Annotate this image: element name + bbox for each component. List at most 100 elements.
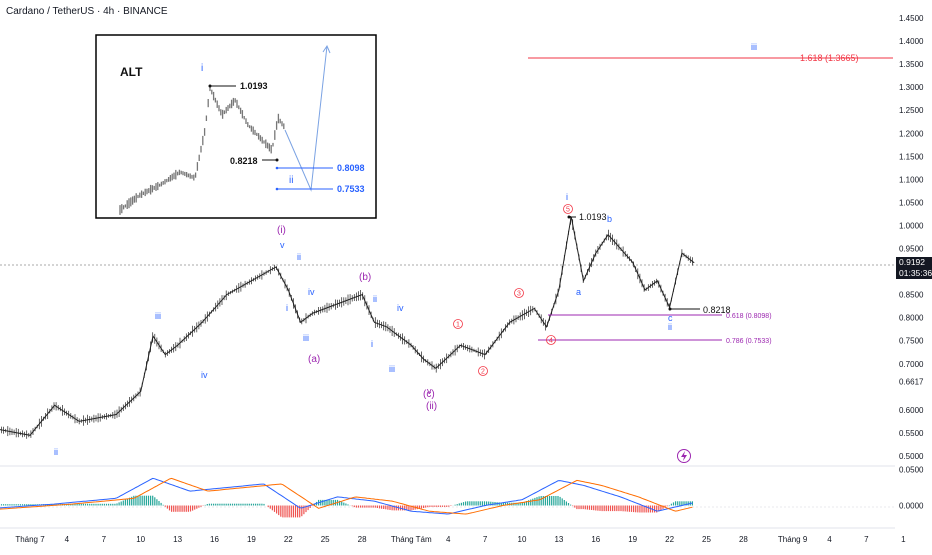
wave-ii-small: ii [668, 322, 672, 332]
inset-price-high: 1.0193 [240, 81, 268, 91]
bar-countdown: 01:35:36 [899, 268, 932, 278]
wave-c3: 3 [517, 291, 521, 298]
wave-i-sm: i [286, 303, 288, 313]
price-tick-label: 1.3000 [899, 83, 924, 92]
time-tick-label: 16 [210, 535, 219, 544]
price-line [0, 216, 695, 436]
time-tick-label: 7 [864, 535, 869, 544]
fib-1618-label: 1.618 (1.3665) [800, 53, 859, 63]
wave-c3-circle [514, 288, 524, 298]
price-tick-label: 1.2000 [899, 129, 924, 138]
wave-b: (b) [359, 272, 371, 283]
inset-frame [95, 34, 377, 219]
inset-target2-marker [275, 187, 279, 191]
price-tick-label: 1.0000 [899, 221, 924, 230]
inset-price-low: 0.8218 [230, 156, 258, 166]
macd-tick-label: 0.0000 [899, 501, 924, 510]
wave-iii-1: iii [155, 311, 161, 321]
price-axis: 1.4500 1.4000 1.3500 1.3000 1.2500 1.2000 1.15… [899, 14, 924, 461]
inset-low-marker [275, 158, 279, 162]
time-tick-label: 7 [483, 535, 488, 544]
wave-c2-circle [478, 366, 488, 376]
wave-a-small: a [576, 287, 581, 297]
inset-projection-path [284, 45, 328, 192]
wave-c5-circle [563, 204, 573, 214]
wave-v-1: v [280, 240, 285, 250]
wave-c: (c) [423, 389, 435, 400]
time-tick-label: Tháng 7 [15, 535, 45, 544]
wave-i-high: i [566, 192, 568, 202]
time-tick-label: 25 [321, 535, 330, 544]
wave-i-b: i [371, 339, 373, 349]
inset-wave-ii: ii [289, 175, 293, 186]
price-tick-label: 1.4500 [899, 14, 924, 23]
wave-i-top: (i) [277, 225, 286, 236]
macd-histogram [0, 495, 694, 518]
current-price-value: 0.9192 [899, 257, 925, 267]
wave-c-small: c [668, 313, 673, 323]
wave-c1: 1 [456, 322, 460, 329]
wave-iii-sm: iii [303, 333, 309, 343]
time-tick-label: 28 [358, 535, 367, 544]
time-tick-label: 4 [446, 535, 451, 544]
inset-arrow-icon [322, 44, 331, 54]
time-tick-label: Tháng Tám [391, 535, 432, 544]
wave-c2: 2 [481, 369, 485, 376]
wave-ii-b: ii [373, 294, 377, 304]
price-tick-label: 0.7000 [899, 360, 924, 369]
time-tick-label: 10 [136, 535, 145, 544]
time-axis: Tháng 7 4 7 10 13 16 19 22 25 28 Tháng Tám 4 7 10 13 16… [15, 535, 906, 544]
inset-wave-i: i [201, 63, 203, 74]
time-tick-label: 1 [901, 535, 906, 544]
macd-tick-label: 0.0500 [899, 466, 924, 475]
price-tick-label: 0.7500 [899, 337, 924, 346]
signal-line [0, 477, 693, 515]
price-tick-label: 1.3500 [899, 60, 924, 69]
inset-target-2: 0.7533 [337, 184, 365, 194]
wave-b-small: b [607, 214, 612, 224]
time-tick-label: 4 [827, 535, 832, 544]
time-tick-label: 7 [102, 535, 107, 544]
wave-iii-target-label: iii [751, 42, 757, 52]
time-tick-label: 19 [247, 535, 256, 544]
inset-candles [119, 84, 285, 215]
macd-line [0, 477, 693, 515]
price-tick-label: 1.1000 [899, 175, 924, 184]
wave-ii-low: ii [54, 447, 58, 457]
price-tick-label: 0.5500 [899, 429, 924, 438]
wave-c4-circle [546, 335, 556, 345]
wave-a: (a) [308, 354, 320, 365]
time-tick-label: 13 [173, 535, 182, 544]
time-tick-label: 25 [702, 535, 711, 544]
time-tick-label: 4 [65, 535, 70, 544]
time-tick-label: 28 [739, 535, 748, 544]
wave-v-c: v [427, 386, 432, 396]
fib-0618-label: 0.618 (0.8098) [726, 313, 772, 320]
wave-iv-sm: iv [308, 287, 315, 297]
time-tick-label: 19 [628, 535, 637, 544]
wave-iv-b: iv [397, 303, 404, 313]
fib-0786-label: 0.786 (0.7533) [726, 338, 772, 345]
time-tick-label: 16 [591, 535, 600, 544]
alt-scenario-inset: ALT i 1.0193 0.8218 0.8098 0.7533 ii [95, 34, 377, 219]
price-tick-label: 0.5000 [899, 452, 924, 461]
macd-axis: 0.0500 0.0000 [899, 466, 924, 511]
inset-target-1: 0.8098 [337, 163, 365, 173]
current-price-tag: 0.9192 01:35:36 [896, 257, 932, 279]
wave-iii-b: iii [389, 364, 395, 374]
price-candles [1, 216, 693, 439]
inset-title: ALT [120, 65, 143, 79]
price-tick-label: 0.8500 [899, 291, 924, 300]
low-price-label: 0.8218 [703, 305, 731, 315]
inset-target1-marker [275, 166, 279, 170]
time-tick-label: 13 [554, 535, 563, 544]
lightning-icon[interactable] [681, 451, 687, 461]
wave-ii-sm: ii [297, 252, 301, 262]
lightning-icon-circle[interactable] [677, 449, 691, 463]
price-tick-label: 0.9500 [899, 245, 924, 254]
wave-iv-1: iv [201, 370, 208, 380]
price-tick-label: 0.8000 [899, 314, 924, 323]
price-tick-label: 0.6617 [899, 377, 924, 386]
